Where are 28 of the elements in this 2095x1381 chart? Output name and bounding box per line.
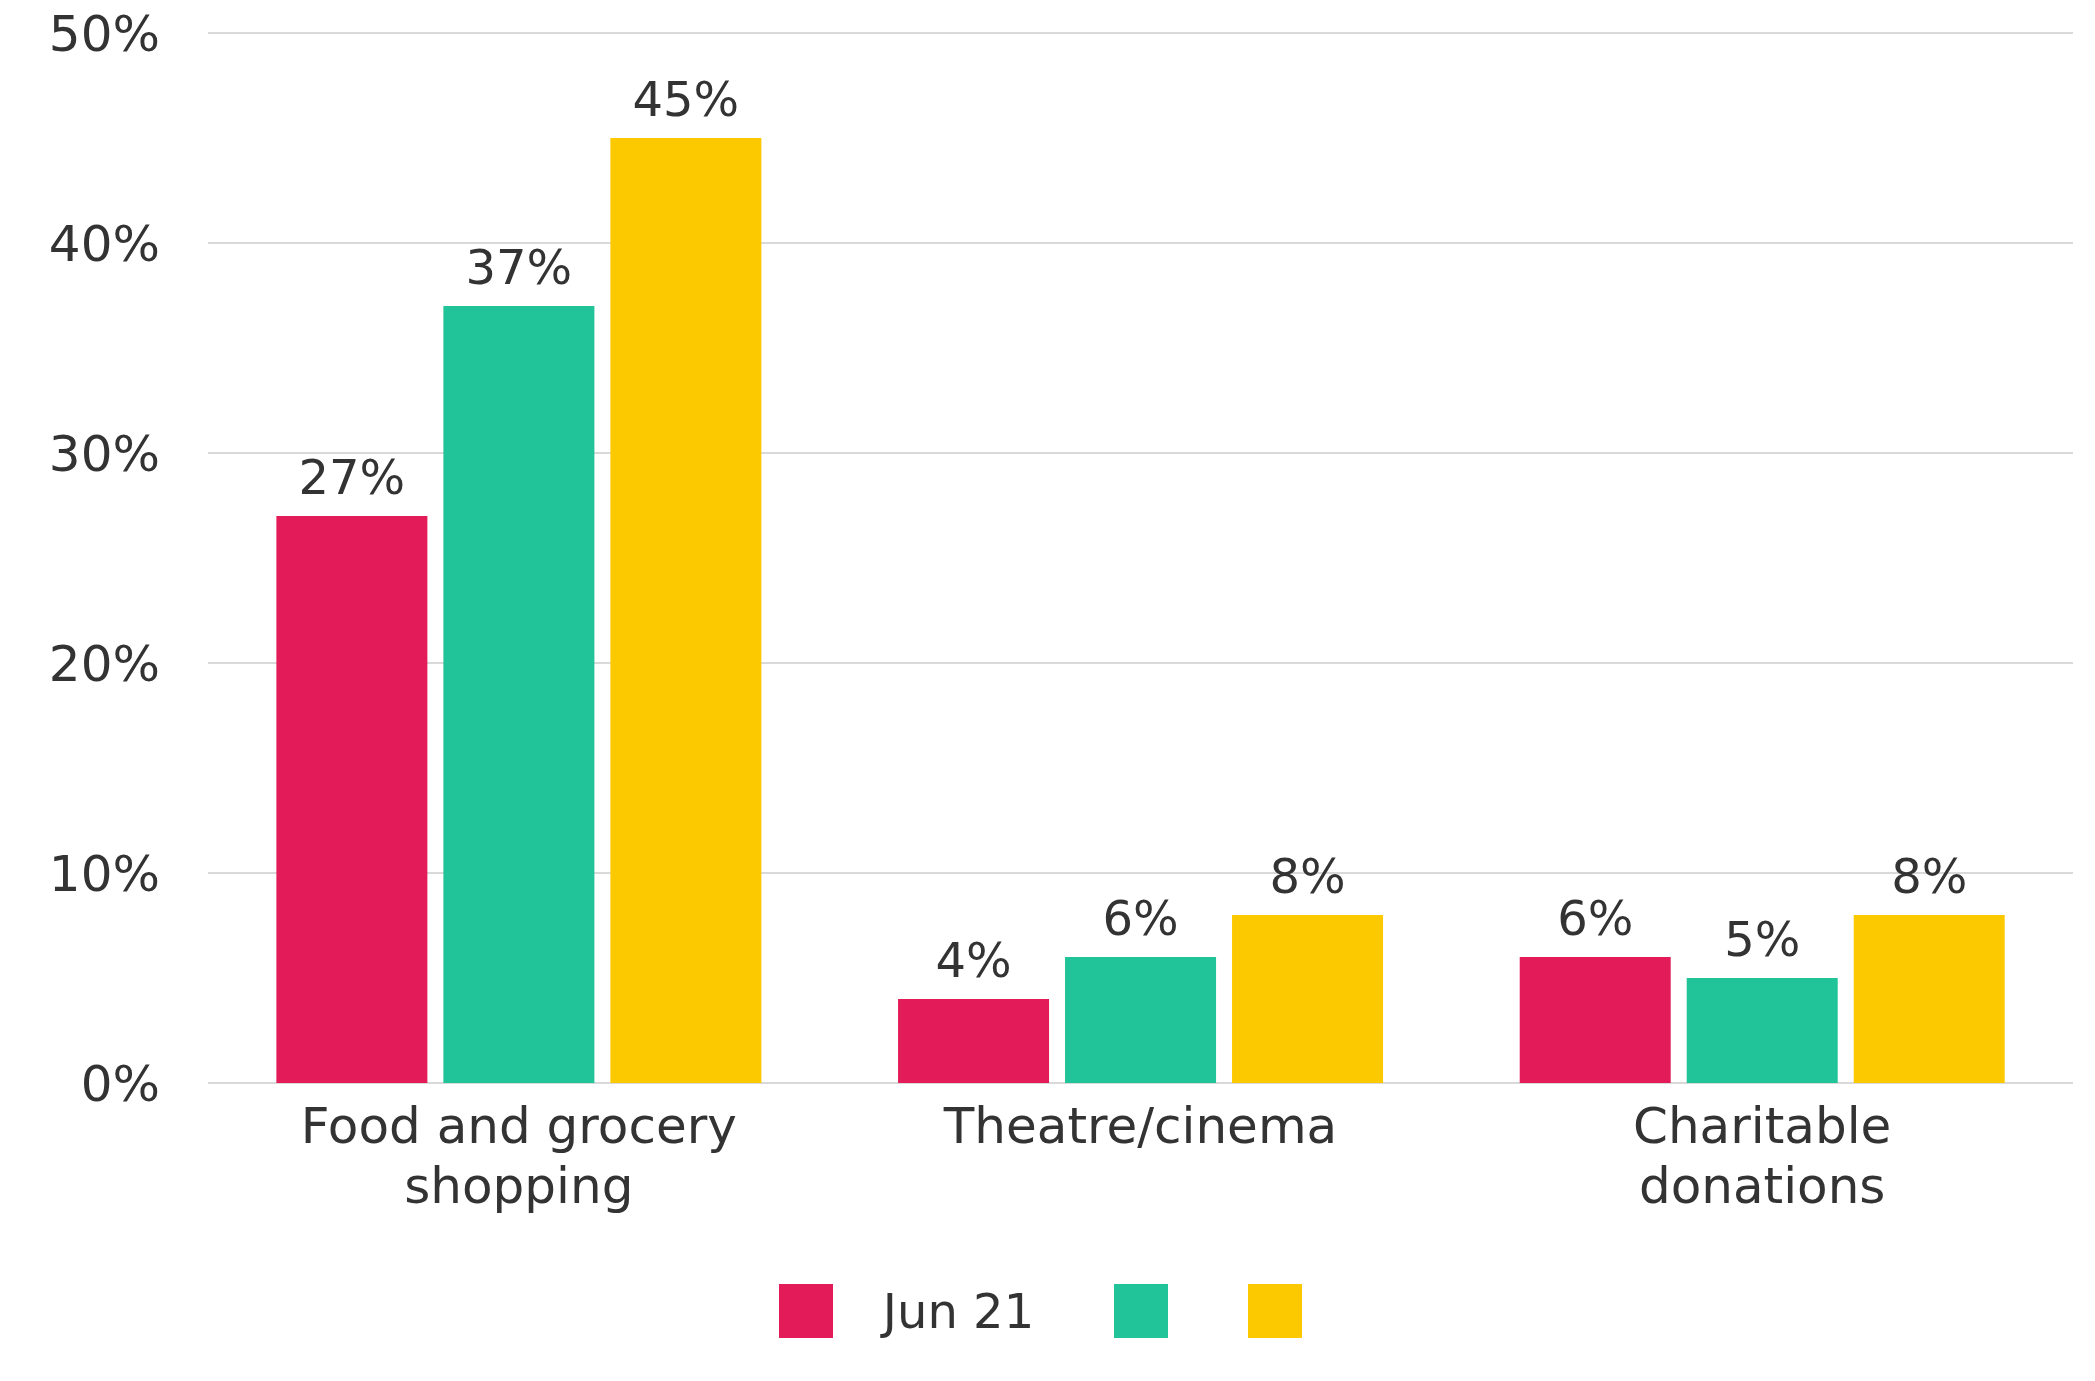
data-label: 4% [935, 932, 1012, 988]
y-tick-label: 40% [48, 214, 160, 273]
data-label: 8% [1269, 848, 1346, 904]
bar [1686, 978, 1838, 1083]
y-tick-label: 20% [48, 634, 160, 693]
y-tick-label: 50% [48, 4, 160, 63]
bar [1519, 957, 1671, 1083]
data-label: 45% [632, 71, 740, 127]
x-tick-label: Theatre/cinema [942, 1097, 1338, 1155]
data-label: 8% [1891, 848, 1968, 904]
bar [1232, 915, 1384, 1083]
data-label: 6% [1102, 890, 1179, 946]
bar [1853, 915, 2005, 1083]
x-tick-label: Charitable donations [1633, 1097, 1892, 1215]
bar [443, 306, 595, 1083]
bar [610, 138, 762, 1083]
data-label: 5% [1724, 911, 1801, 967]
y-tick-label: 10% [48, 844, 160, 903]
data-label: 27% [298, 449, 406, 505]
data-label: 37% [465, 239, 573, 295]
bar [898, 999, 1050, 1083]
bar [276, 516, 428, 1083]
y-tick-label: 0% [80, 1054, 160, 1113]
y-tick-label: 30% [48, 424, 160, 483]
data-label: 6% [1557, 890, 1634, 946]
legend-label: Jun 21 [882, 1283, 1035, 1339]
bar [1065, 957, 1217, 1083]
x-tick-label: Food and grocery shopping [300, 1097, 737, 1215]
